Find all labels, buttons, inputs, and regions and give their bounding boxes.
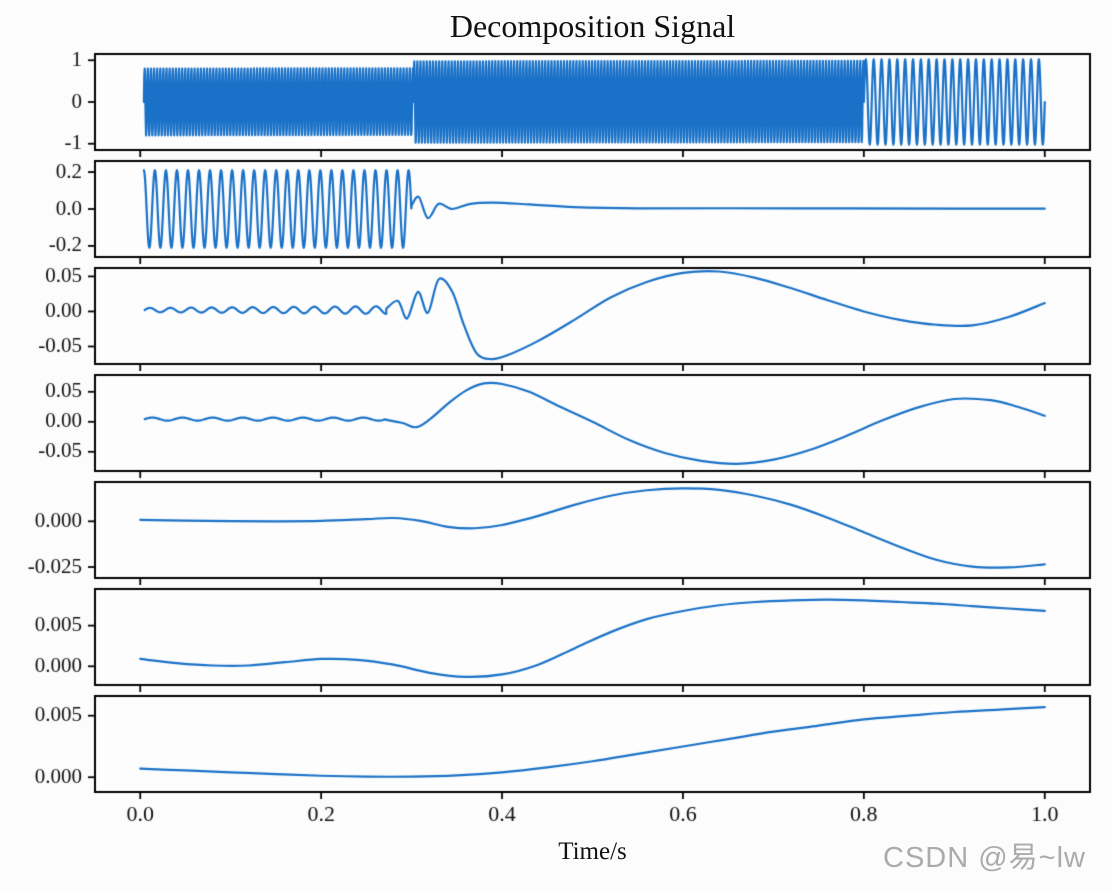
watermark-text: CSDN @易~lw — [883, 842, 1086, 874]
x-axis-label: Time/s — [558, 838, 627, 865]
chart-title: Decomposition Signal — [449, 8, 736, 44]
chart-canvas — [0, 48, 1112, 848]
